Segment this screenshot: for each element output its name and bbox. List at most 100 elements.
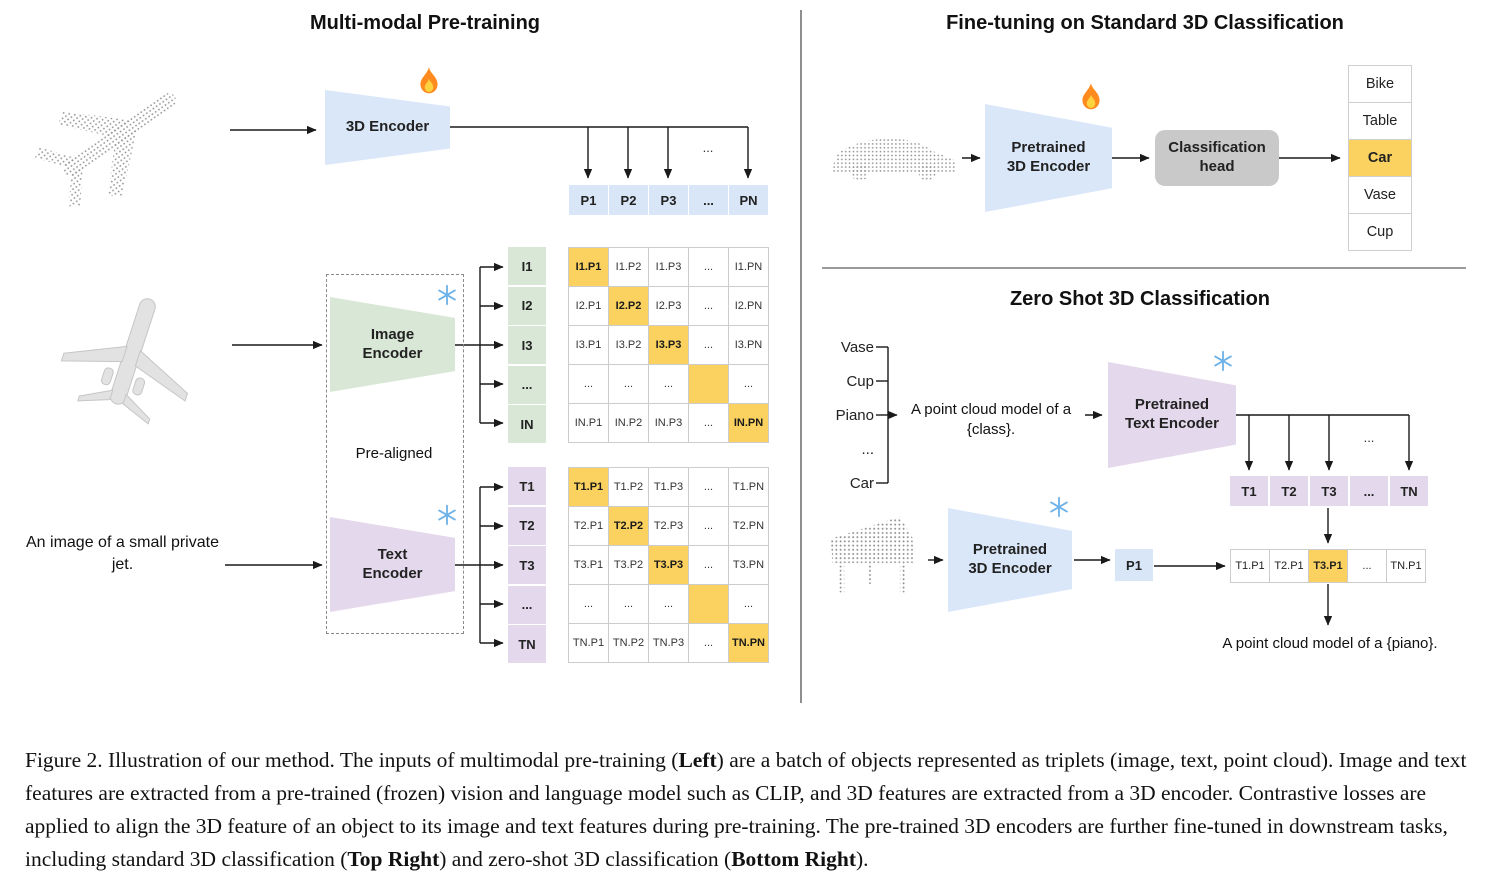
caption-segment: Left: [678, 747, 717, 772]
text-point-similarity-matrix: T1.P1 T1.P2 T1.P3... T1.PN T2.P1 T2.P2 T2.P3..…: [568, 467, 769, 663]
similarity-cell: ...: [649, 365, 688, 403]
caption-segment: ).: [856, 846, 869, 871]
similarity-result-cell: TN.P1: [1387, 550, 1425, 582]
t-branch-ellipsis: ...: [1363, 430, 1375, 445]
similarity-cell: I2.PN: [729, 287, 768, 325]
text-feature-cell: T3: [508, 546, 546, 584]
similarity-cell: IN.P1: [569, 404, 608, 442]
zero-shot-class-list: Vase Cup Piano... Car: [828, 330, 874, 500]
similarity-cell: I2.P2: [609, 287, 648, 325]
input-text-caption: An image of a small private jet.: [26, 534, 219, 573]
zero-shot-class: Piano: [835, 406, 874, 424]
similarity-cell: T2.P2: [609, 507, 648, 545]
pretrained-text-encoder-label: Pretrained Text Encoder: [1125, 396, 1219, 432]
fire-icon: [1082, 83, 1100, 110]
text-feature-cell: T2: [508, 506, 546, 545]
similarity-cell: I3.P2: [609, 326, 648, 364]
fire-icon: [420, 67, 438, 94]
right-bottom-panel-title: Zero Shot 3D Classification: [1009, 288, 1271, 310]
similarity-cell: I1.P2: [609, 248, 648, 286]
p-feature-cell: ...: [689, 185, 728, 215]
similarity-cell: ...: [689, 248, 728, 286]
image-feature-cell: I3: [508, 326, 546, 364]
classification-head: Classification head: [1155, 130, 1279, 186]
class-list: Bike Table Car Vase Cup: [1348, 65, 1412, 251]
pretrained-3d-encoder-zeroshot-label: Pretrained 3D Encoder: [968, 541, 1052, 577]
similarity-cell: IN.P2: [609, 404, 648, 442]
similarity-cell: T3.P2: [609, 546, 648, 584]
zero-shot-class: ...: [861, 440, 874, 458]
class-cell: Car: [1349, 140, 1411, 176]
similarity-cell: T3.PN: [729, 546, 768, 584]
image-encoder-label: Image Encoder: [362, 325, 423, 362]
similarity-cell: TN.P3: [649, 624, 688, 662]
pre-aligned-label: Pre-aligned: [355, 445, 433, 462]
image-feature-cell: ...: [508, 365, 546, 404]
text-feature-cell: T3: [1310, 476, 1348, 506]
jet-photo: [60, 298, 189, 425]
similarity-cell: ...: [689, 546, 728, 584]
prompt-text: A point cloud model of a {class}.: [910, 401, 1072, 439]
caption-segment: Figure 2. Illustration of our method. Th…: [25, 747, 679, 772]
point-feature-cell: P1: [1115, 549, 1153, 581]
image-feature-cell: IN: [508, 405, 546, 443]
pretrained-3d-encoder-finetune: Pretrained 3D Encoder: [985, 104, 1112, 212]
text-feature-cell: ...: [508, 585, 546, 624]
similarity-cell: I3.PN: [729, 326, 768, 364]
airplane-pointcloud-image: [34, 93, 176, 207]
p-feature-cell: P3: [649, 185, 688, 215]
zero-shot-output-text: A point cloud model of a {piano}.: [1222, 635, 1438, 652]
similarity-cell: ...: [569, 365, 608, 403]
zero-shot-class: Cup: [846, 372, 874, 390]
class-cell: Bike: [1349, 66, 1411, 102]
caption-segment: Top Right: [347, 846, 440, 871]
similarity-cell: T1.P1: [569, 468, 608, 506]
similarity-result-cell: T3.P1: [1309, 550, 1347, 582]
similarity-cell: ...: [609, 585, 648, 623]
p-feature-row: P1 P2 P3... PN: [569, 185, 768, 215]
image-feature-cell: I2: [508, 286, 546, 325]
snowflake-icon: [1050, 496, 1068, 518]
piano-pointcloud-image: [830, 516, 915, 593]
image-feature-cell: I1: [508, 247, 546, 285]
p-feature-cell: P1: [569, 185, 608, 215]
similarity-cell: I1.P3: [649, 248, 688, 286]
similarity-cell: ...: [729, 365, 768, 403]
snowflake-icon: [438, 284, 456, 306]
class-cell: Cup: [1349, 214, 1411, 250]
caption-segment: ) are a batch of objects represented as …: [25, 747, 1467, 871]
similarity-cell: T2.P1: [569, 507, 608, 545]
text-feature-column: T1 T2 T3... TN: [508, 467, 546, 663]
similarity-cell: I1.PN: [729, 248, 768, 286]
similarity-cell: TN.PN: [729, 624, 768, 662]
similarity-cell: ...: [569, 585, 608, 623]
text-feature-row: T1 T2 T3... TN: [1230, 476, 1428, 506]
pre-aligned-box: [326, 274, 464, 634]
snowflake-icon: [1214, 350, 1232, 372]
similarity-cell: I3.P3: [649, 326, 688, 364]
similarity-cell: T2.PN: [729, 507, 768, 545]
similarity-cell: [689, 365, 728, 403]
p-feature-cell: P2: [609, 185, 648, 215]
similarity-cell: I1.P1: [569, 248, 608, 286]
image-point-similarity-matrix: I1.P1 I1.P2 I1.P3... I1.PN I2.P1 I2.P2 I2.P3..…: [568, 247, 769, 443]
similarity-cell: ...: [689, 326, 728, 364]
similarity-cell: ...: [689, 287, 728, 325]
similarity-result-cell: T2.P1: [1270, 550, 1308, 582]
right-top-panel-title: Fine-tuning on Standard 3D Classificatio…: [946, 12, 1344, 34]
similarity-cell: ...: [689, 468, 728, 506]
figure-caption: Figure 2. Illustration of our method. Th…: [25, 744, 1467, 876]
similarity-cell: IN.PN: [729, 404, 768, 442]
similarity-cell: TN.P2: [609, 624, 648, 662]
image-feature-column: I1 I2 I3... IN: [508, 247, 546, 443]
similarity-cell: ...: [689, 507, 728, 545]
similarity-cell: ...: [649, 585, 688, 623]
similarity-result-cell: ...: [1348, 550, 1386, 582]
similarity-cell: TN.P1: [569, 624, 608, 662]
car-pointcloud-image: [832, 138, 957, 182]
snowflake-icon: [438, 504, 456, 526]
text-feature-cell: T1: [1230, 476, 1268, 506]
text-feature-cell: T1: [508, 467, 546, 505]
class-cell: Vase: [1349, 177, 1411, 213]
